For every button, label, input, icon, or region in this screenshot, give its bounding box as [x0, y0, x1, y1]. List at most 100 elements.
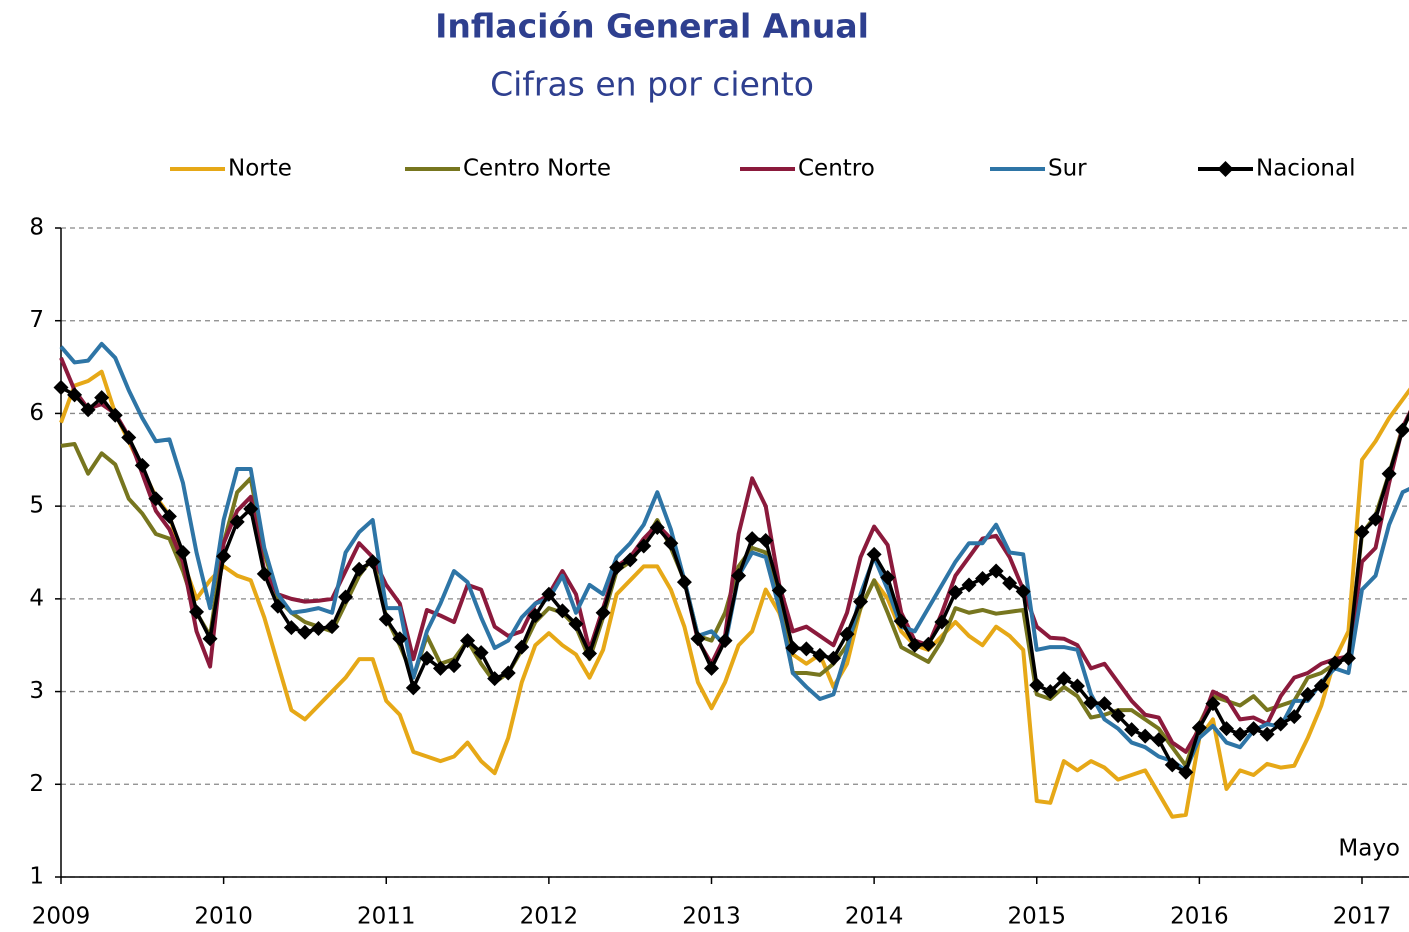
marker	[473, 645, 489, 661]
marker	[744, 531, 760, 547]
chart-subtitle: Cifras en por ciento	[490, 65, 814, 104]
marker	[704, 660, 719, 676]
marker	[853, 594, 869, 610]
marker	[758, 532, 774, 548]
marker	[270, 598, 286, 614]
chart-title: Inflación General Anual	[435, 7, 869, 46]
marker	[568, 616, 584, 632]
marker	[1002, 575, 1018, 591]
marker	[514, 639, 530, 655]
marker	[676, 574, 692, 590]
marker	[1205, 696, 1221, 712]
marker	[622, 552, 638, 568]
marker	[405, 680, 421, 696]
marker	[94, 390, 110, 406]
marker	[1097, 696, 1113, 712]
marker	[636, 538, 652, 554]
marker	[338, 589, 354, 605]
marker	[1083, 695, 1099, 711]
x-tick-label: 2014	[845, 904, 904, 930]
marker	[202, 631, 218, 647]
legend-label: Nacional	[1256, 156, 1355, 182]
x-tick-label: 2010	[194, 904, 253, 930]
marker	[161, 508, 177, 524]
marker	[907, 637, 923, 653]
y-tick-label: 1	[29, 864, 44, 890]
marker	[1395, 422, 1409, 438]
marker	[378, 611, 394, 627]
marker	[310, 621, 326, 637]
marker	[67, 387, 83, 403]
x-tick-label: 2016	[1170, 904, 1229, 930]
marker	[1313, 678, 1329, 694]
marker	[1137, 728, 1153, 744]
marker	[500, 665, 516, 681]
marker	[731, 568, 747, 584]
marker	[947, 584, 963, 600]
marker	[1273, 716, 1289, 732]
marker	[256, 566, 272, 582]
marker	[1381, 466, 1397, 482]
series-line	[59, 369, 1409, 819]
legend-label: Centro	[798, 156, 875, 182]
marker	[1232, 726, 1248, 742]
x-tick-label: 2015	[1007, 904, 1066, 930]
marker	[1286, 709, 1302, 725]
annotation: Mayo	[1338, 836, 1400, 862]
marker	[934, 614, 950, 630]
marker	[541, 586, 557, 602]
legend-label: Sur	[1048, 156, 1087, 182]
marker	[582, 646, 598, 662]
marker	[53, 379, 69, 395]
marker	[527, 608, 543, 624]
marker	[1164, 757, 1180, 773]
marker	[1218, 721, 1234, 737]
marker	[1246, 721, 1262, 737]
marker	[866, 546, 882, 562]
marker	[1191, 720, 1207, 736]
marker	[487, 671, 503, 687]
y-tick-label: 7	[29, 307, 44, 333]
marker	[148, 491, 164, 507]
marker	[134, 457, 150, 473]
x-tick-label: 2013	[682, 904, 741, 930]
marker	[189, 604, 205, 620]
marker	[446, 658, 462, 674]
marker	[243, 501, 259, 517]
marker	[1327, 655, 1343, 671]
marker	[649, 519, 665, 535]
marker	[663, 535, 679, 551]
marker	[1368, 511, 1384, 527]
marker	[1056, 671, 1072, 687]
series-line	[59, 357, 1409, 754]
x-tick-label: 2012	[520, 904, 579, 930]
marker	[812, 647, 828, 663]
x-tick-label: 2009	[32, 904, 91, 930]
marker	[392, 631, 408, 647]
marker	[121, 430, 137, 446]
marker	[216, 548, 232, 564]
y-tick-label: 3	[29, 678, 44, 704]
x-tick-label: 2011	[357, 904, 416, 930]
y-tick-label: 8	[29, 215, 44, 241]
marker	[283, 620, 299, 636]
marker	[80, 402, 96, 418]
marker	[107, 407, 123, 423]
y-tick-label: 5	[29, 493, 44, 519]
y-tick-label: 2	[29, 771, 44, 797]
marker	[432, 660, 448, 676]
marker	[365, 554, 381, 570]
marker	[419, 650, 435, 666]
marker	[771, 583, 787, 599]
marker	[1178, 764, 1194, 780]
marker	[1354, 524, 1370, 540]
y-tick-label: 4	[29, 585, 44, 611]
marker	[1110, 708, 1126, 724]
marker	[229, 514, 245, 530]
legend-marker	[1217, 161, 1234, 177]
marker	[1069, 678, 1085, 694]
marker	[825, 650, 841, 666]
marker	[595, 605, 611, 621]
legend-label: Norte	[228, 156, 292, 182]
